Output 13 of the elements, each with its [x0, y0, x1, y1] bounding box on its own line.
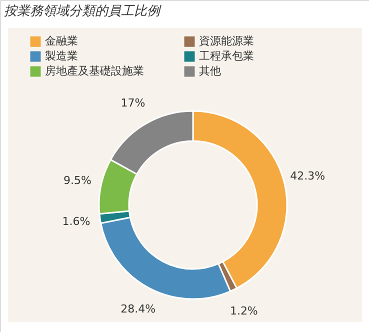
- legend-label: 房地產及基礎設施業: [45, 64, 144, 78]
- chart-title: 按業務領域分類的員工比例: [4, 4, 162, 19]
- legend-label: 資源能源業: [199, 34, 254, 48]
- data-label: 28.4%: [120, 302, 156, 316]
- legend-label: 其他: [199, 64, 221, 78]
- data-label: 1.6%: [62, 214, 90, 228]
- legend-label: 製造業: [45, 50, 78, 62]
- data-label: 17%: [120, 96, 146, 110]
- data-label: 9.5%: [63, 174, 92, 188]
- legend-label: 金融業: [45, 34, 78, 48]
- data-label: 1.2%: [230, 304, 258, 318]
- legend-label: 工程承包業: [199, 50, 254, 62]
- data-label: 42.3%: [290, 170, 326, 183]
